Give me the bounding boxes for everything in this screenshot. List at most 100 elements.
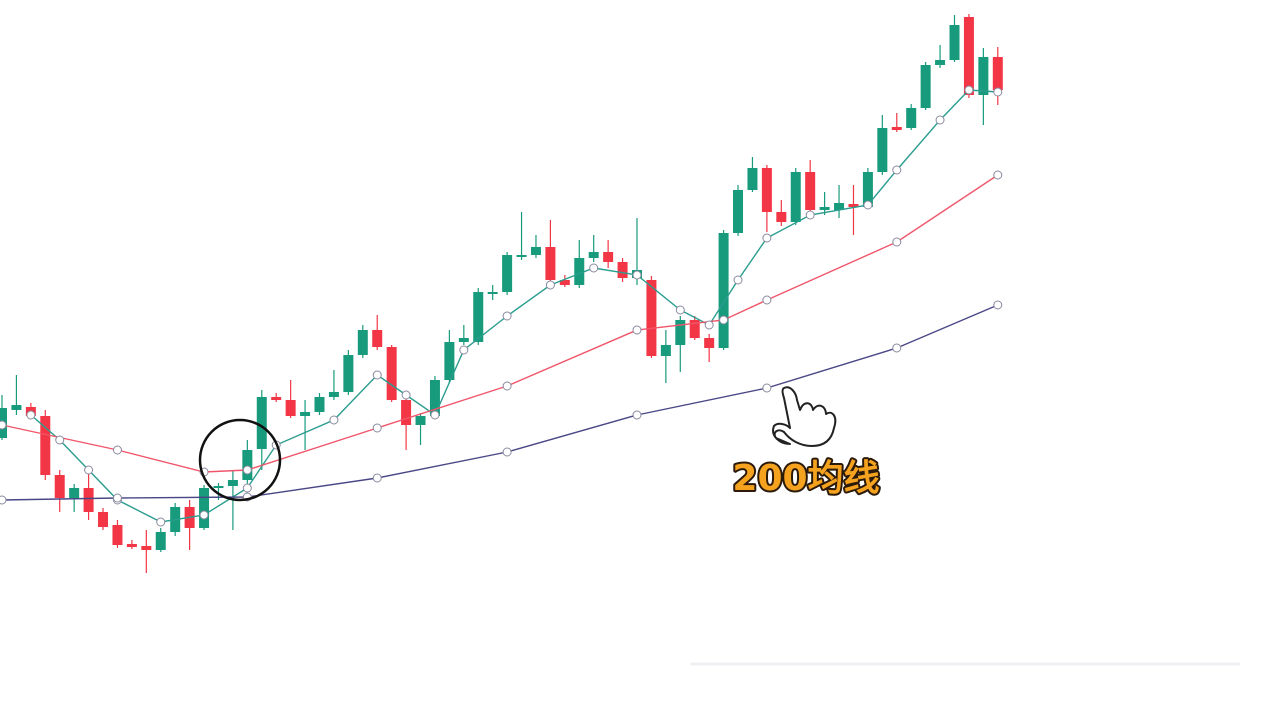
candle-body: [502, 255, 513, 292]
candle-body: [213, 486, 224, 488]
candle-body: [906, 108, 917, 128]
ma-point: [502, 381, 512, 391]
candle-body: [530, 247, 541, 255]
candle-body: [559, 280, 570, 285]
ma-point: [589, 263, 599, 273]
candle-body: [920, 65, 931, 108]
candle-body: [733, 190, 744, 233]
candle-body: [242, 450, 253, 480]
ma-point: [632, 325, 642, 335]
ma-point: [935, 115, 945, 125]
pointer-hand: [772, 386, 837, 447]
candle-body: [747, 168, 758, 190]
candle-body: [877, 128, 888, 172]
ma-point: [762, 233, 772, 243]
candle-body: [776, 212, 787, 222]
candle-body: [891, 127, 902, 130]
candle-body: [660, 345, 671, 356]
candle-body: [805, 172, 816, 210]
ma-point: [372, 423, 382, 433]
candle-body: [401, 400, 412, 425]
candle-body: [704, 338, 715, 348]
candle-body: [718, 233, 729, 348]
candle-body: [343, 355, 354, 392]
candle-body: [617, 262, 628, 278]
candle-body: [848, 204, 859, 207]
candle-body: [256, 397, 267, 449]
candle-body: [862, 172, 873, 207]
highlight-circle: [198, 418, 282, 502]
candle-body: [603, 252, 614, 262]
candle-body: [429, 380, 440, 416]
candle-body: [11, 405, 22, 410]
ma-point: [892, 165, 902, 175]
ma-point: [401, 390, 411, 400]
ma-point: [675, 305, 685, 315]
ma-point: [993, 87, 1003, 97]
ma-point: [0, 495, 7, 505]
candle-body: [40, 416, 51, 475]
candle-body: [54, 475, 65, 498]
candle-body: [386, 347, 397, 400]
ma-point: [55, 435, 65, 445]
candle-body: [300, 412, 311, 416]
candle-body: [574, 258, 585, 285]
ma-point: [545, 280, 555, 290]
candle-body: [372, 330, 383, 347]
annotation: 200均线: [732, 458, 879, 499]
ma-point: [242, 465, 252, 475]
candle-body: [415, 416, 426, 425]
candle-body: [69, 488, 80, 498]
ma-line: [1, 174, 999, 473]
ma-point: [762, 295, 772, 305]
ma-point: [372, 473, 382, 483]
candle-body: [761, 168, 772, 212]
ma-point: [372, 370, 382, 380]
ma-point: [993, 300, 1003, 310]
ma-point: [84, 465, 94, 475]
candle-body: [516, 255, 527, 257]
ma-point: [863, 200, 873, 210]
candle-body: [949, 25, 960, 60]
ma-point: [242, 483, 252, 493]
ma-point: [892, 343, 902, 353]
candle-body: [126, 544, 137, 547]
ma-point: [892, 237, 902, 247]
candle-body: [646, 280, 657, 356]
ma-point: [502, 447, 512, 457]
ma-point: [329, 415, 339, 425]
candle-body: [328, 392, 339, 397]
ma-point: [502, 311, 512, 321]
candle-body: [199, 488, 210, 528]
candle-body: [83, 488, 94, 512]
candle-body: [819, 207, 830, 210]
ma-point: [964, 85, 974, 95]
ma-point: [762, 383, 772, 393]
ma-point: [112, 493, 122, 503]
candle-body: [545, 247, 556, 280]
candle-body: [588, 252, 599, 258]
ma-point: [632, 270, 642, 280]
candle-body: [834, 203, 845, 210]
ma-point: [112, 445, 122, 455]
ma-point: [26, 410, 36, 420]
candle-body: [141, 546, 152, 550]
candle-body: [314, 397, 325, 412]
ma-point: [459, 345, 469, 355]
candle-body: [112, 525, 123, 545]
candle-body: [978, 57, 989, 95]
candle-body: [155, 532, 166, 550]
candle-body: [790, 172, 801, 222]
ma-point: [156, 517, 166, 527]
ma-point: [719, 315, 729, 325]
ma-point: [733, 275, 743, 285]
candle-body: [444, 342, 455, 380]
candle-body: [271, 397, 282, 400]
candle-body: [458, 338, 469, 342]
candle-body: [992, 57, 1003, 90]
candle-body: [227, 480, 238, 486]
candle-body: [935, 60, 946, 65]
candle-body: [473, 292, 484, 342]
